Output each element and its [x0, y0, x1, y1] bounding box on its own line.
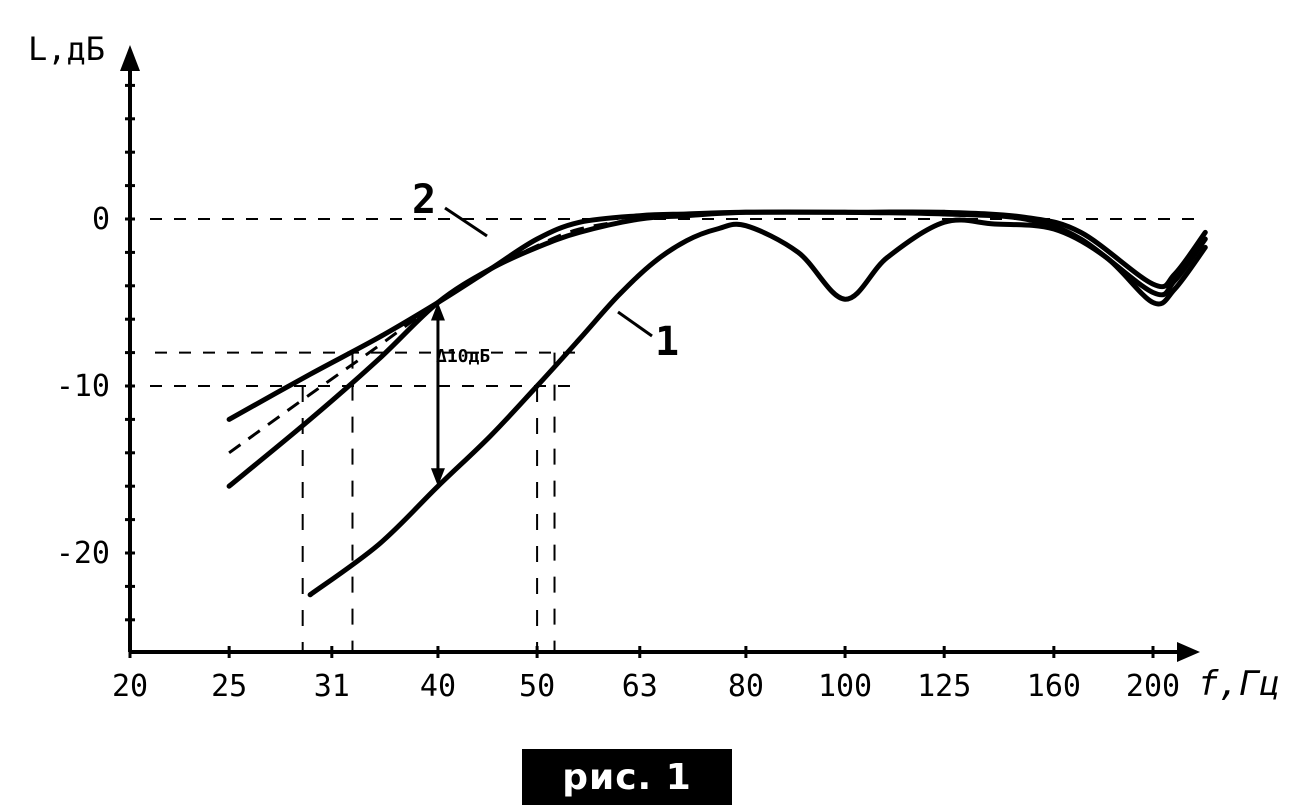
x-tick-label: 160 — [1027, 669, 1081, 704]
curve-label-2: 2 — [412, 177, 436, 223]
delta-arrow-head-up — [430, 302, 445, 321]
x-axis-arrow — [1177, 642, 1200, 662]
x-tick-label: 80 — [728, 669, 764, 704]
series-upper-line — [226, 209, 1208, 422]
x-tick-label: 50 — [519, 669, 555, 704]
axes: 0 -10 -20 20 25 31 40 50 63 80 100 125 160 200 — [56, 45, 1200, 704]
x-tick-label: 200 — [1126, 669, 1180, 704]
x-tick-label: 125 — [917, 669, 971, 704]
x-axis-label: f,Гц — [1198, 664, 1280, 704]
x-tick-label: 63 — [622, 669, 658, 704]
y-tick-label: -20 — [56, 536, 110, 571]
y-tick-label: 0 — [92, 202, 110, 237]
x-tick-label: 25 — [211, 669, 247, 704]
series-group — [226, 206, 1208, 598]
series-1-line — [307, 217, 1208, 598]
y-tick-label: -10 — [56, 369, 110, 404]
curve-2-leader — [444, 206, 488, 238]
series-dashed-line — [228, 214, 687, 455]
delta-label: Δ10дБ — [436, 346, 490, 367]
curve-1-leader — [617, 310, 653, 338]
labels: L,дБ f,Гц 2 1 Δ10дБ — [28, 30, 1280, 704]
y-axis-arrow — [120, 45, 140, 71]
x-tick-label: 31 — [314, 669, 350, 704]
x-tick-label: 40 — [420, 669, 456, 704]
figure-caption: рис. 1 — [522, 749, 732, 805]
curve-label-1: 1 — [655, 319, 679, 365]
reference-guides — [150, 218, 1200, 652]
delta-arrow-head-down — [430, 468, 445, 487]
x-tick-label: 20 — [112, 669, 148, 704]
x-tick-label: 100 — [818, 669, 872, 704]
y-axis-label: L,дБ — [28, 30, 105, 68]
